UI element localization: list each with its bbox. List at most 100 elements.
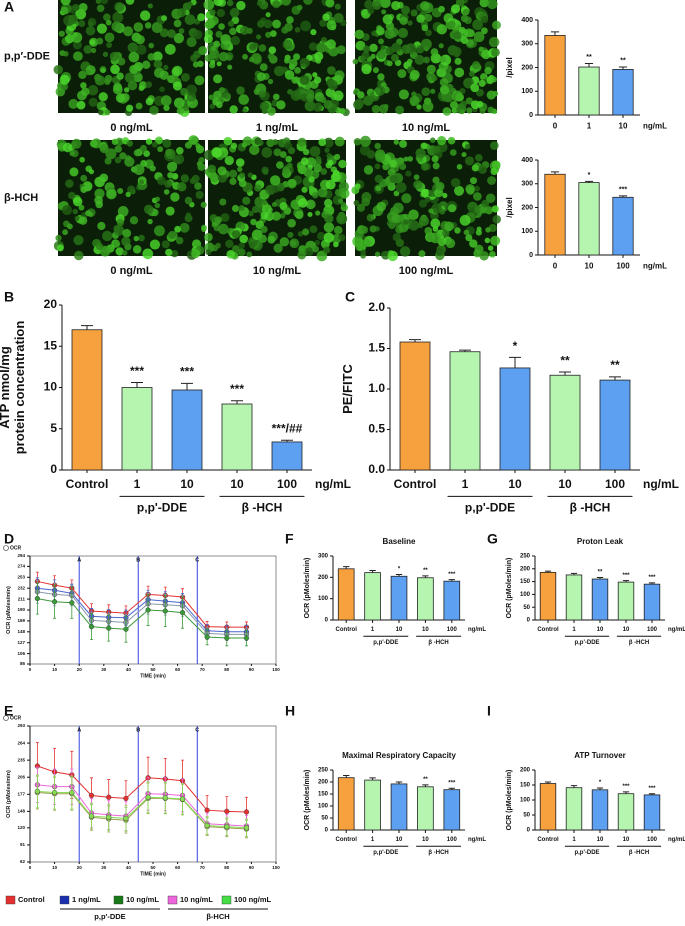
cell xyxy=(261,199,268,206)
cell xyxy=(230,142,238,149)
cell xyxy=(87,211,94,217)
cell xyxy=(486,77,494,85)
cell xyxy=(113,82,122,92)
cell xyxy=(389,174,398,183)
cell xyxy=(129,216,139,225)
cell xyxy=(60,83,69,91)
cell xyxy=(333,153,341,160)
cell xyxy=(424,13,433,22)
cell xyxy=(305,199,316,210)
cell xyxy=(360,249,367,256)
panel-letter: C xyxy=(345,289,355,305)
y-tick-label: 100 xyxy=(521,88,533,95)
error-bar xyxy=(622,580,630,583)
cell xyxy=(238,179,247,188)
series-point xyxy=(204,822,210,829)
micrograph xyxy=(53,135,207,261)
cell xyxy=(78,204,85,211)
cell xyxy=(491,47,500,57)
cell xyxy=(425,29,432,37)
cell xyxy=(147,218,153,225)
cell xyxy=(110,64,120,75)
group-label: p,p'-DDE xyxy=(373,850,398,856)
x-tick-label: 10 xyxy=(396,627,403,633)
cell xyxy=(488,36,500,48)
cell xyxy=(133,164,145,176)
cell xyxy=(164,180,173,188)
cell xyxy=(267,78,274,85)
x-tick-label: 30 xyxy=(101,865,107,870)
bar xyxy=(399,341,431,471)
series-point xyxy=(145,794,151,800)
cell xyxy=(143,204,154,215)
cell xyxy=(294,67,301,74)
series-point xyxy=(224,808,230,814)
cell xyxy=(359,144,371,156)
image-label: 10 ng/mL xyxy=(402,122,451,134)
cell xyxy=(474,185,480,192)
cell xyxy=(237,166,243,172)
cell xyxy=(374,85,386,96)
x-tick-label: 30 xyxy=(101,667,107,672)
cell xyxy=(259,101,270,112)
cell xyxy=(197,162,206,171)
series-point xyxy=(88,624,95,630)
cell xyxy=(104,32,115,43)
cell xyxy=(476,88,484,97)
cell xyxy=(172,65,183,76)
cell xyxy=(351,186,360,195)
y-tick-label: 293 xyxy=(17,723,25,728)
series-point xyxy=(123,815,129,822)
significance-label: * xyxy=(588,172,591,179)
series-point xyxy=(204,807,210,813)
row-label: β-HCH xyxy=(4,192,38,204)
cell xyxy=(78,2,88,12)
series-point xyxy=(179,609,186,616)
error-bar xyxy=(618,66,628,70)
cell xyxy=(297,231,304,237)
cell xyxy=(215,30,223,38)
cell xyxy=(208,94,215,100)
image-label: 1 ng/mL xyxy=(256,122,298,134)
cell xyxy=(325,0,335,8)
cell xyxy=(89,139,98,148)
group-label: p,p'-DDE xyxy=(373,640,398,646)
x-axis-label: TIME (min) xyxy=(140,673,166,679)
legend-label: 10 ng/mL xyxy=(126,895,159,904)
cell xyxy=(469,239,478,248)
cell xyxy=(161,240,170,249)
legend-label: Control xyxy=(18,895,45,904)
cell xyxy=(399,246,411,257)
cell xyxy=(432,176,440,184)
cell xyxy=(315,57,322,64)
cell xyxy=(153,225,165,237)
cell xyxy=(304,247,314,256)
x-tick-label: 10 xyxy=(623,627,630,633)
cell xyxy=(173,97,185,109)
panel-letter: G xyxy=(487,531,498,547)
panel-letter: H xyxy=(285,703,295,719)
y-tick-label: 100 xyxy=(318,804,329,810)
significance-label: * xyxy=(599,780,602,786)
cell xyxy=(391,42,402,53)
cell xyxy=(444,221,454,232)
unit-label: ng/mL xyxy=(468,627,486,633)
cell xyxy=(487,106,495,114)
cell xyxy=(311,245,319,253)
image-label: 100 ng/mL xyxy=(399,265,454,277)
cell xyxy=(76,100,86,110)
cell xyxy=(468,70,475,77)
x-tick-label: 10 xyxy=(52,865,58,870)
cell xyxy=(242,136,253,146)
cell xyxy=(152,51,163,62)
cell xyxy=(154,136,163,145)
cell xyxy=(339,108,346,115)
y-tick-label: 232 xyxy=(17,585,25,590)
cell xyxy=(181,72,190,82)
cell xyxy=(117,57,126,66)
cell xyxy=(465,156,475,166)
x-tick-label: 90 xyxy=(249,865,255,870)
cell xyxy=(208,52,216,60)
y-tick-label: 177 xyxy=(17,791,25,796)
